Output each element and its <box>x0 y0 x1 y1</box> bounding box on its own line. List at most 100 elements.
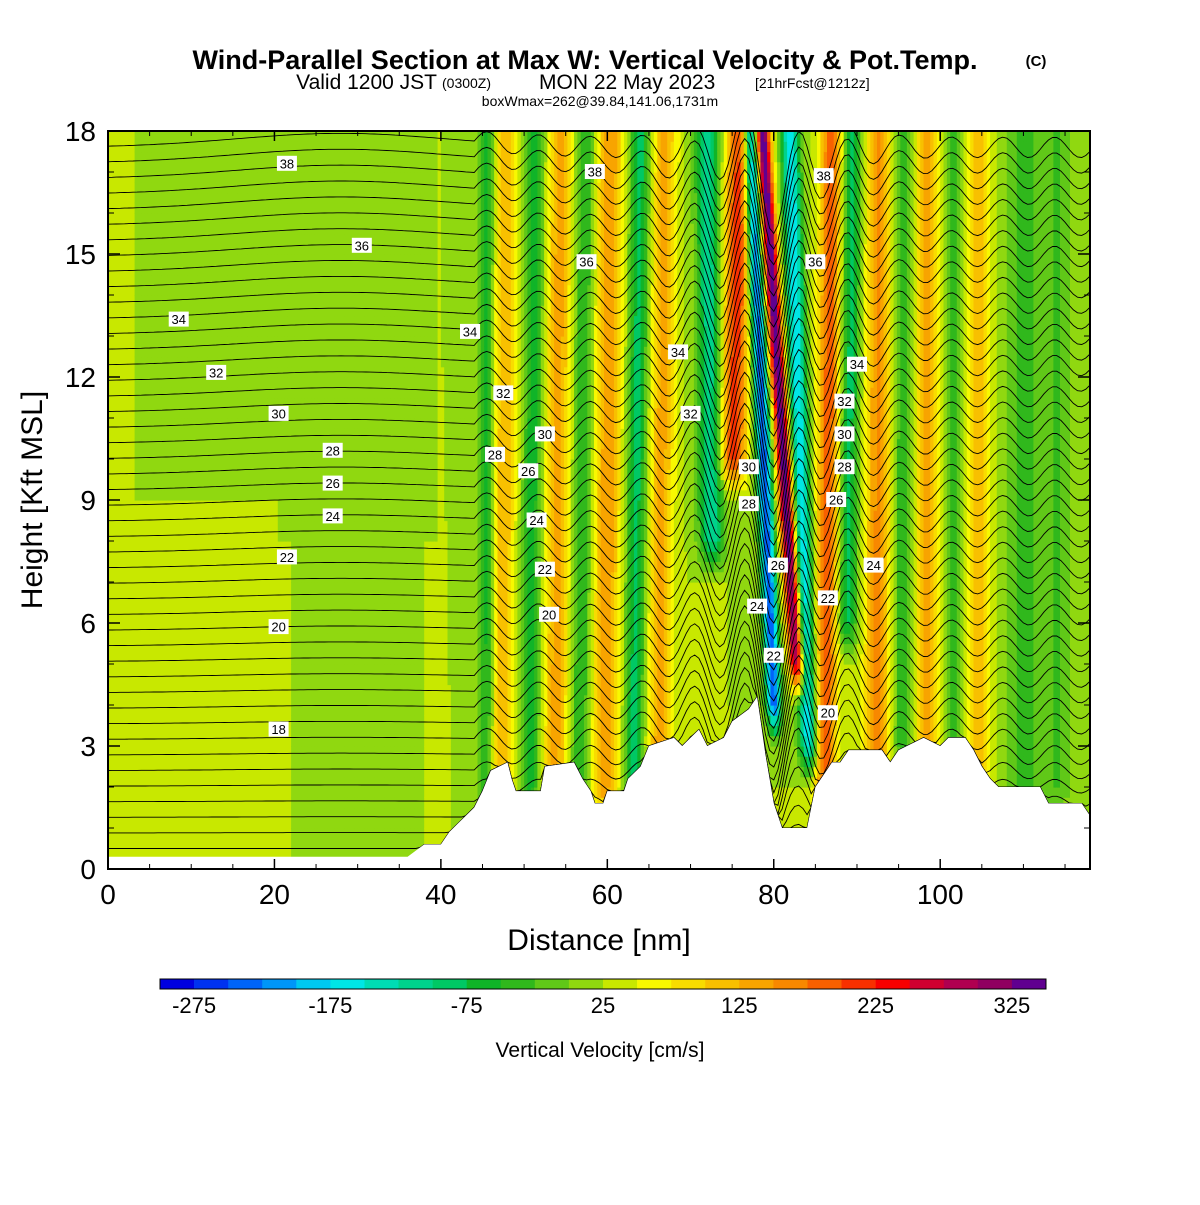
vv-cell <box>135 736 139 747</box>
vv-cell <box>158 808 162 819</box>
vv-cell <box>125 182 129 193</box>
vv-cell <box>125 808 129 819</box>
vv-cell <box>205 695 209 706</box>
vv-cell <box>111 131 115 142</box>
vv-cell <box>205 244 209 255</box>
vv-cell <box>205 182 209 193</box>
vv-cell <box>111 521 115 532</box>
vv-cell <box>195 131 199 142</box>
box-max-info: boxWmax=262@39.84,141.06,1731m <box>482 93 718 109</box>
vv-cell <box>205 797 209 808</box>
vv-cell <box>195 736 199 747</box>
vv-cell <box>205 664 209 675</box>
vv-cell <box>125 551 129 562</box>
vv-cell <box>181 664 185 675</box>
vv-cell <box>181 818 185 829</box>
vv-cell <box>125 377 129 388</box>
vv-cell <box>205 644 209 655</box>
vv-cell <box>158 551 162 562</box>
vv-cell <box>181 469 185 480</box>
vv-cell <box>111 767 115 778</box>
vv-cell <box>135 797 139 808</box>
vv-cell <box>135 603 139 614</box>
vv-cell <box>195 449 199 460</box>
vv-cell <box>171 633 175 644</box>
vv-cell <box>171 818 175 829</box>
vv-cell <box>158 408 162 419</box>
vv-cell <box>181 572 185 583</box>
vv-cell <box>181 787 185 798</box>
vv-cell <box>181 838 185 849</box>
vv-cell <box>125 664 129 675</box>
vv-cell <box>111 141 115 152</box>
vv-cell <box>111 490 115 501</box>
vv-cell <box>148 828 152 839</box>
vv-cell <box>135 193 139 204</box>
vv-cell <box>111 818 115 829</box>
vv-cell <box>205 613 209 624</box>
vv-cell <box>181 449 185 460</box>
vv-cell <box>195 336 199 347</box>
vv-cell <box>195 408 199 419</box>
vv-cell <box>148 244 152 255</box>
vv-cell <box>111 213 115 224</box>
vv-cell <box>195 551 199 562</box>
vv-cell <box>195 562 199 573</box>
vv-cell <box>125 254 129 265</box>
vv-cell <box>195 490 199 501</box>
vv-cell <box>195 285 199 296</box>
vv-cell <box>181 439 185 450</box>
vv-cell <box>195 603 199 614</box>
vv-cell <box>181 162 185 173</box>
vv-cell <box>135 377 139 388</box>
vv-cell <box>135 674 139 685</box>
vv-cell <box>148 162 152 173</box>
vv-cell <box>125 572 129 583</box>
vv-cell <box>171 551 175 562</box>
vv-cell <box>125 295 129 306</box>
vv-cell <box>205 254 209 265</box>
vv-cell <box>111 695 115 706</box>
vv-cell <box>181 695 185 706</box>
vv-cell <box>135 818 139 829</box>
vv-cell <box>205 213 209 224</box>
vv-cell <box>171 787 175 798</box>
vv-cell <box>148 613 152 624</box>
valid-date: MON 22 May 2023 <box>539 71 715 94</box>
vv-cell <box>195 695 199 706</box>
vv-cell <box>158 162 162 173</box>
vv-cell <box>148 285 152 296</box>
vv-cell <box>111 582 115 593</box>
vv-cell <box>171 541 175 552</box>
vv-cell <box>158 705 162 716</box>
vv-cell <box>135 746 139 757</box>
vv-cell <box>195 244 199 255</box>
vv-cell <box>111 377 115 388</box>
vv-cell <box>195 428 199 439</box>
vv-cell <box>181 428 185 439</box>
vv-cell <box>148 736 152 747</box>
vv-cell <box>148 510 152 521</box>
vv-cell <box>171 756 175 767</box>
vv-cell <box>181 377 185 388</box>
vv-cell <box>158 572 162 583</box>
vv-cell <box>195 377 199 388</box>
vv-cell <box>158 613 162 624</box>
vv-cell <box>158 541 162 552</box>
vv-cell <box>148 408 152 419</box>
vv-cell <box>111 705 115 716</box>
vv-cell <box>135 131 139 142</box>
vv-cell <box>171 254 175 265</box>
vv-cell <box>158 818 162 829</box>
vv-cell <box>158 449 162 460</box>
vv-cell <box>125 275 129 286</box>
vv-cell <box>135 141 139 152</box>
vv-cell <box>158 685 162 696</box>
vv-cell <box>148 275 152 286</box>
vv-cell <box>195 838 199 849</box>
vv-cell <box>111 685 115 696</box>
vv-cell <box>135 828 139 839</box>
vv-cell <box>181 295 185 306</box>
vv-cell <box>111 316 115 327</box>
vv-cell <box>171 162 175 173</box>
